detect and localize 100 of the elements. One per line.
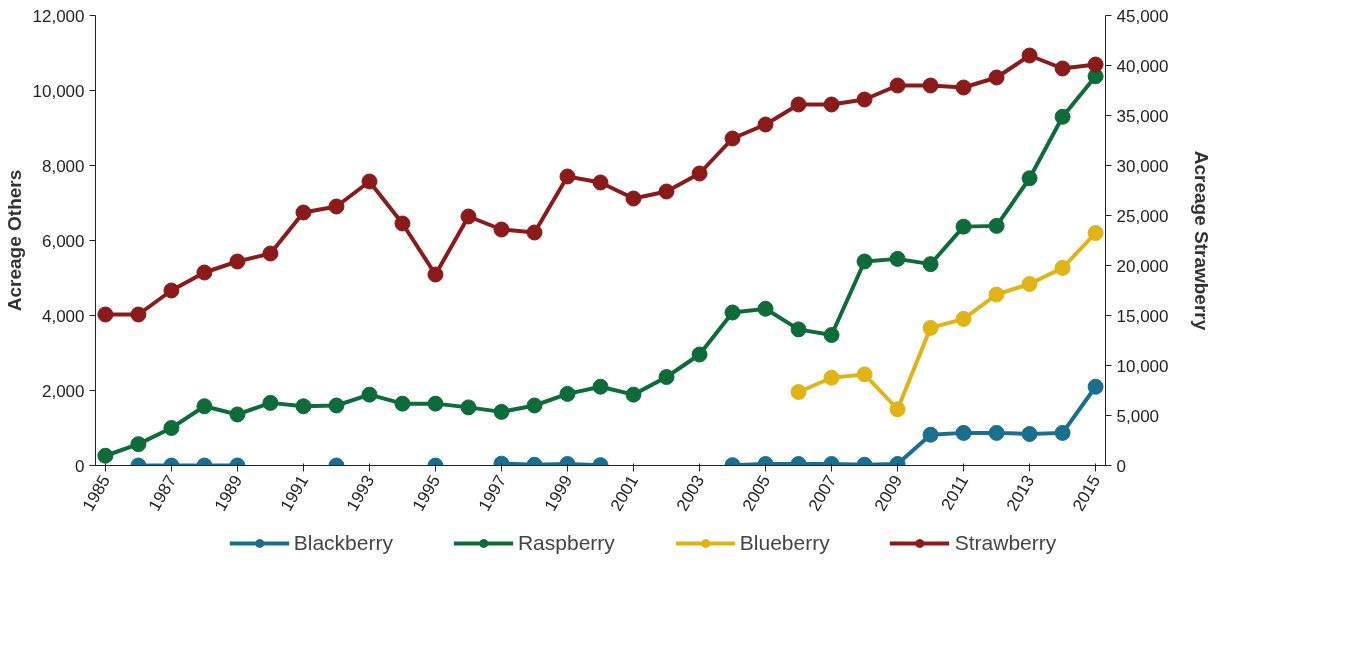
point (130, 436, 147, 453)
point (823, 369, 840, 386)
point (427, 395, 444, 412)
point (988, 217, 1005, 234)
point (229, 253, 246, 270)
y2-tick-label: 10,000 (1116, 356, 1169, 376)
y-axis-title: Acreage Others (3, 169, 25, 312)
point (988, 424, 1005, 441)
point (724, 304, 741, 321)
point (790, 321, 807, 338)
point (163, 420, 180, 436)
point (988, 69, 1005, 86)
point (361, 386, 378, 403)
y2-tick-label: 15,000 (1116, 306, 1169, 326)
point (592, 378, 609, 395)
y-tick-label: 8,000 (41, 156, 85, 176)
point (97, 447, 114, 464)
point (394, 215, 411, 232)
point (262, 394, 279, 411)
point (1087, 378, 1104, 395)
point (955, 79, 972, 96)
point (658, 183, 675, 200)
point (328, 198, 345, 215)
point (493, 221, 510, 238)
y-tick-label: 2,000 (41, 381, 85, 401)
point (955, 424, 972, 441)
point (823, 96, 840, 113)
point (922, 77, 939, 94)
point (823, 327, 840, 343)
point (889, 77, 906, 94)
point (229, 406, 246, 423)
point (361, 173, 378, 190)
point (922, 319, 939, 336)
y2-tick-label: 45,000 (1116, 6, 1169, 26)
point (460, 208, 477, 225)
legend-label: Blueberry (739, 531, 830, 555)
point (559, 168, 576, 185)
point (625, 386, 642, 403)
point (1087, 56, 1104, 73)
point (922, 426, 939, 443)
point (295, 204, 312, 221)
y2-tick-label: 5,000 (1116, 406, 1160, 426)
y-tick-label: 0 (75, 456, 85, 476)
y2-tick-label: 35,000 (1116, 106, 1169, 126)
y-tick-label: 12,000 (32, 6, 85, 26)
point (889, 401, 906, 418)
point (1054, 259, 1071, 276)
point (757, 300, 774, 317)
point (493, 403, 510, 420)
y-tick-label: 10,000 (32, 81, 85, 101)
point (295, 398, 312, 415)
point (955, 218, 972, 235)
point (691, 346, 708, 363)
y2-tick-label: 20,000 (1116, 256, 1169, 276)
point (427, 266, 444, 283)
point (526, 397, 543, 414)
point (955, 310, 972, 327)
point (790, 384, 807, 400)
point (1087, 225, 1104, 241)
legend-label: Raspberry (517, 531, 615, 555)
point (1054, 108, 1071, 125)
point (97, 306, 114, 323)
point (1021, 276, 1038, 292)
point (889, 250, 906, 267)
y2-tick-label: 0 (1116, 456, 1126, 476)
point (856, 366, 873, 383)
point (856, 253, 873, 270)
y-tick-label: 6,000 (41, 231, 85, 251)
point (196, 264, 213, 281)
point (922, 256, 939, 273)
point (724, 130, 741, 147)
point (658, 369, 675, 385)
point (790, 96, 807, 113)
point (328, 397, 345, 414)
point (526, 224, 543, 241)
point (163, 282, 180, 299)
y2-tick-label: 40,000 (1116, 56, 1169, 76)
point (1054, 60, 1071, 77)
point (460, 399, 477, 416)
point (559, 385, 576, 402)
point (625, 190, 642, 207)
point (394, 395, 411, 412)
point (196, 398, 213, 415)
point (1021, 426, 1038, 442)
legend-label: Blackberry (293, 531, 393, 555)
point (1021, 47, 1038, 64)
point (1021, 170, 1038, 187)
y2-axis-title: Acreage Strawberry (1191, 150, 1213, 331)
point (988, 286, 1005, 303)
point (691, 165, 708, 182)
y-tick-label: 4,000 (41, 306, 85, 326)
point (262, 245, 279, 262)
point (592, 174, 609, 191)
y2-tick-label: 25,000 (1116, 206, 1169, 226)
point (856, 91, 873, 108)
y2-tick-label: 30,000 (1116, 156, 1169, 176)
point (1054, 424, 1071, 441)
legend-label: Strawberry (954, 531, 1057, 555)
point (757, 116, 774, 133)
point (130, 306, 147, 323)
